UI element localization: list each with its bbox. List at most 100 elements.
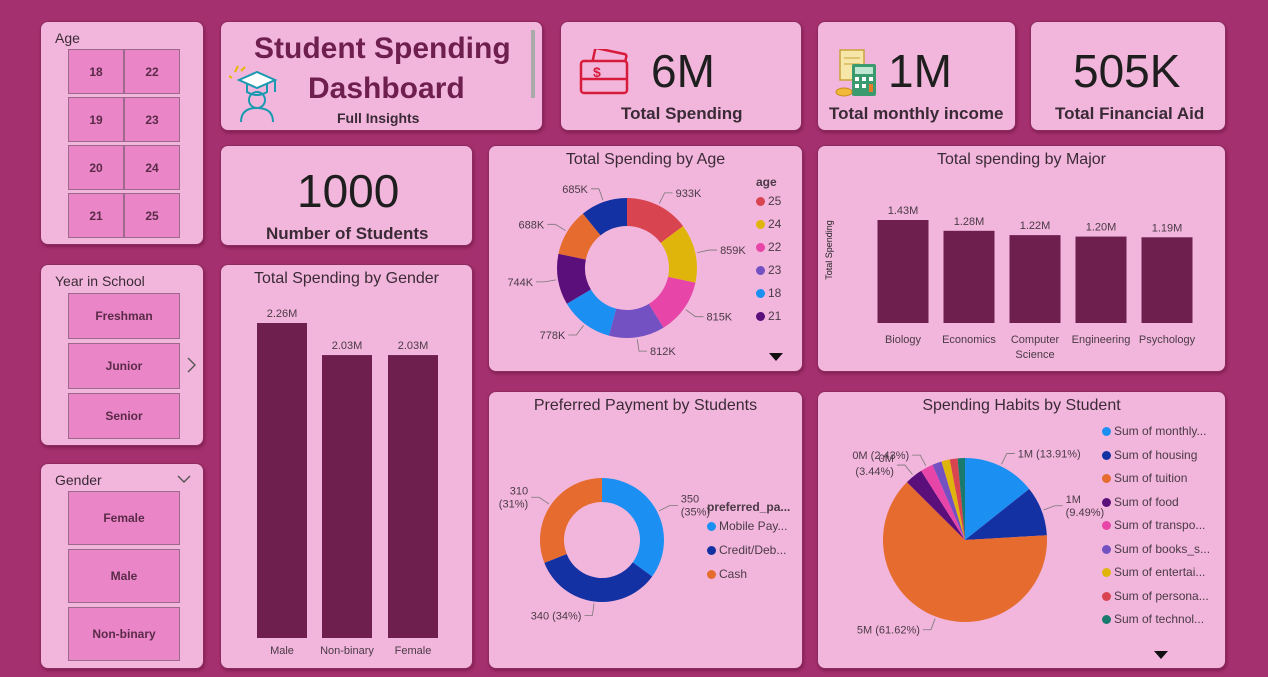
year-option-junior[interactable]: Junior: [68, 343, 180, 389]
age-option-21[interactable]: 21: [68, 193, 124, 238]
bar-male: [257, 323, 307, 638]
more-legend-icon[interactable]: [769, 353, 783, 362]
gender-chart-card: Total Spending by Gender 2.26M Male 2.03M N…: [220, 264, 473, 669]
age-option-22[interactable]: 22: [124, 49, 180, 94]
chevron-down-icon[interactable]: [177, 474, 191, 484]
payment-legend-cash[interactable]: Cash: [707, 567, 747, 581]
data-label-payment-mobile-pay: 350 (35%): [681, 493, 710, 518]
gender-option-nonbinary[interactable]: Non-binary: [68, 607, 180, 661]
tick-label-economics: Economics: [942, 334, 996, 346]
legend-text: Sum of technol...: [1114, 612, 1204, 626]
major-bar-chart: 1.43MBiology1.28MEconomics1.22MComputer S…: [818, 146, 1226, 372]
legend-marker: [756, 289, 765, 298]
scroll-handle[interactable]: [531, 30, 535, 98]
age-legend-23[interactable]: 23: [756, 263, 781, 277]
age-option-20[interactable]: 20: [68, 145, 124, 190]
tick-label-male: Male: [270, 645, 294, 657]
age-legend-24[interactable]: 24: [756, 217, 781, 231]
data-label-habits-sum-of-housing: 1M (9.49%): [1066, 494, 1105, 519]
legend-text: Sum of entertai...: [1114, 565, 1205, 579]
habits-legend-sum-of-books-s[interactable]: Sum of books_s...: [1102, 542, 1217, 556]
payment-legend-title: preferred_pa...: [707, 500, 790, 514]
tick-label-non-binary: Non-binary: [320, 645, 374, 657]
kpi-total-spending: $ 6M Total Spending: [560, 21, 802, 131]
data-label-computer-science: 1.22M: [1020, 220, 1051, 232]
age-option-19[interactable]: 19: [68, 97, 124, 142]
legend-text: 22: [768, 240, 781, 254]
year-option-freshman[interactable]: Freshman: [68, 293, 180, 339]
age-option-23[interactable]: 23: [124, 97, 180, 142]
major-chart-card: Total spending by Major 1.43M Biology 1.28…: [817, 145, 1226, 372]
legend-marker: [1102, 521, 1111, 530]
habits-legend-sum-of-entertai[interactable]: Sum of entertai...: [1102, 565, 1217, 579]
tick-label-female: Female: [395, 645, 432, 657]
data-label-male: 2.26M: [267, 308, 298, 320]
wallet-icon: $: [579, 49, 631, 95]
habits-legend-sum-of-housing[interactable]: Sum of housing: [1102, 448, 1217, 462]
legend-marker: [1102, 451, 1111, 460]
age-legend-18[interactable]: 18: [756, 286, 781, 300]
legend-text: Sum of books_s...: [1114, 542, 1210, 556]
data-label-age-19: 685K: [562, 184, 588, 196]
age-option-18[interactable]: 18: [68, 49, 124, 94]
leader-age-20: [547, 224, 565, 230]
year-slicer-label: Year in School: [55, 273, 145, 289]
legend-marker: [1102, 592, 1111, 601]
gender-option-male[interactable]: Male: [68, 549, 180, 603]
legend-marker: [1102, 474, 1111, 483]
habits-legend-sum-of-monthly[interactable]: Sum of monthly...: [1102, 424, 1217, 438]
age-option-24[interactable]: 24: [124, 145, 180, 190]
habits-legend-sum-of-technol[interactable]: Sum of technol...: [1102, 612, 1217, 626]
chevron-right-icon[interactable]: [185, 357, 197, 373]
leader-payment-credit-deb: [584, 603, 594, 615]
leader-age-22: [686, 310, 704, 317]
legend-marker: [756, 312, 765, 321]
data-label-engineering: 1.20M: [1086, 222, 1117, 234]
kpi-total-spending-label: Total Spending: [621, 104, 743, 124]
more-legend-icon[interactable]: [1154, 651, 1168, 660]
legend-text: 21: [768, 309, 781, 323]
leader-age-18: [568, 325, 583, 335]
legend-text: 24: [768, 217, 781, 231]
age-legend-22[interactable]: 22: [756, 240, 781, 254]
legend-text: Credit/Deb...: [719, 543, 786, 557]
habits-legend-sum-of-persona[interactable]: Sum of persona...: [1102, 589, 1217, 603]
habits-legend-sum-of-transpo[interactable]: Sum of transpo...: [1102, 518, 1217, 532]
legend-marker: [707, 546, 716, 555]
leader-age-23: [637, 339, 647, 351]
payment-legend-mobile-pay[interactable]: Mobile Pay...: [707, 519, 787, 533]
data-label-age-20: 688K: [519, 219, 545, 231]
payment-legend-credit-deb[interactable]: Credit/Deb...: [707, 543, 786, 557]
habits-legend-sum-of-tuition[interactable]: Sum of tuition: [1102, 471, 1217, 485]
gender-option-female[interactable]: Female: [68, 491, 180, 545]
legend-marker: [756, 220, 765, 229]
legend-text: Sum of food: [1114, 495, 1179, 509]
header-card: Student Spending Dashboard Full Insights: [220, 21, 543, 131]
data-label-habits-sum-of-tuition: 5M (61.62%): [857, 625, 920, 637]
habits-chart-card: Spending Habits by Student 1M (13.91%) 1M…: [817, 391, 1226, 669]
legend-text: Sum of persona...: [1114, 589, 1209, 603]
tick-label-computer-science: Computer Science: [1011, 334, 1060, 361]
legend-marker: [1102, 545, 1111, 554]
legend-text: Cash: [719, 567, 747, 581]
year-option-senior[interactable]: Senior: [68, 393, 180, 439]
age-legend-25[interactable]: 25: [756, 194, 781, 208]
age-option-25[interactable]: 25: [124, 193, 180, 238]
tick-label-biology: Biology: [885, 334, 922, 346]
legend-text: 23: [768, 263, 781, 277]
age-legend-title: age: [756, 175, 777, 189]
svg-text:$: $: [593, 64, 601, 80]
gender-slicer: Gender Female Male Non-binary: [40, 463, 204, 669]
legend-text: Sum of monthly...: [1114, 424, 1206, 438]
graduate-icon: [229, 64, 285, 124]
bar-engineering: [1076, 237, 1127, 323]
leader-habits-sum-of-tuition: [923, 619, 935, 630]
legend-marker: [1102, 615, 1111, 624]
age-legend-21[interactable]: 21: [756, 309, 781, 323]
leader-age-19: [591, 189, 603, 200]
habits-legend-sum-of-food[interactable]: Sum of food: [1102, 495, 1217, 509]
kpi-total-spending-value: 6M: [651, 44, 715, 98]
bar-computer-science: [1010, 235, 1061, 323]
data-label-payment-credit-deb: 340 (34%): [531, 610, 582, 622]
data-label-psychology: 1.19M: [1152, 222, 1183, 234]
